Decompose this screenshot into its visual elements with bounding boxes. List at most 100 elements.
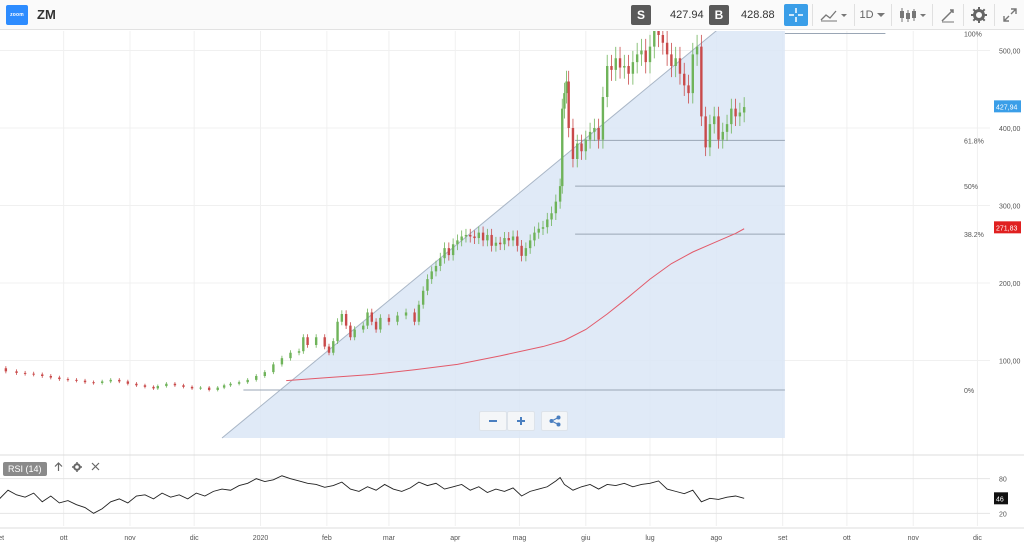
- buy-price: 428.88: [741, 9, 775, 21]
- arrow-up-icon: [54, 462, 63, 471]
- candle: [687, 85, 690, 94]
- rsi-close-button[interactable]: [91, 462, 100, 476]
- candle: [635, 54, 639, 63]
- zoom-out-button[interactable]: [479, 411, 507, 431]
- candle: [730, 108, 733, 125]
- trend-line: [221, 31, 717, 439]
- candle: [15, 371, 18, 373]
- rsi-indicator-label[interactable]: RSI (14): [3, 462, 47, 476]
- candle: [524, 248, 528, 256]
- candle: [323, 337, 326, 347]
- fibonacci-area: [222, 31, 785, 438]
- candle: [199, 387, 202, 389]
- crosshair-icon: [789, 8, 803, 22]
- sell-button[interactable]: S: [631, 5, 651, 25]
- candle: [413, 312, 416, 322]
- candle: [434, 265, 438, 272]
- candle: [306, 337, 309, 345]
- candle: [623, 66, 626, 68]
- zoom-in-button[interactable]: [507, 411, 535, 431]
- interval-button[interactable]: 1D: [859, 4, 885, 26]
- zoom-logo: zoom: [6, 5, 28, 25]
- candle: [464, 234, 468, 237]
- candle: [272, 364, 275, 373]
- candle: [109, 379, 112, 382]
- plus-icon: [517, 417, 525, 425]
- candle: [725, 124, 729, 132]
- candle: [237, 382, 241, 384]
- x-axis-tick-label: nov: [124, 535, 136, 542]
- candle: [541, 227, 545, 229]
- candle: [143, 385, 147, 387]
- candle: [721, 131, 724, 140]
- candle: [550, 213, 553, 220]
- candle: [447, 248, 451, 256]
- fibonacci-level-label: 100%: [964, 31, 982, 38]
- candle: [23, 372, 27, 374]
- candle: [565, 81, 568, 94]
- candle: [695, 46, 699, 55]
- x-axis-tick-label: mag: [513, 535, 527, 542]
- draw-icon: [941, 9, 954, 23]
- draw-button[interactable]: [937, 4, 959, 26]
- candle: [387, 317, 391, 322]
- candles-button[interactable]: [897, 4, 929, 26]
- candle: [118, 379, 121, 382]
- x-axis-tick-label: set: [778, 535, 787, 542]
- candle: [344, 314, 348, 326]
- x-axis-tick-label: giu: [581, 535, 590, 542]
- candle: [182, 385, 185, 387]
- x-axis-tick-label: ott: [60, 535, 68, 542]
- candle: [631, 62, 635, 74]
- candle: [661, 35, 665, 43]
- candle: [336, 321, 339, 342]
- rsi-tick-label: 20: [999, 511, 1007, 518]
- crosshair-button[interactable]: [784, 4, 808, 26]
- candle: [340, 314, 344, 322]
- candle: [75, 379, 78, 381]
- candle: [738, 112, 742, 117]
- candle: [742, 107, 746, 113]
- candle: [481, 232, 485, 241]
- candle: [567, 81, 570, 128]
- candle: [366, 312, 369, 326]
- chart-type-button[interactable]: [818, 4, 850, 26]
- x-axis-tick-label: apr: [450, 535, 461, 542]
- candle: [640, 50, 643, 55]
- candle: [601, 97, 605, 140]
- y-axis-tick-label: 400,00: [999, 126, 1021, 133]
- candle: [222, 385, 226, 388]
- price-chart[interactable]: 100% 61.8% 50% 38.2% 0% 500,00 400,00 300,00 200…: [0, 31, 1024, 558]
- last-price-label: 427,94: [996, 104, 1018, 111]
- y-axis-tick-label: 100,00: [999, 359, 1021, 366]
- candle: [353, 329, 356, 338]
- x-axis-tick-label: dic: [190, 535, 199, 542]
- gear-icon: [971, 7, 987, 23]
- x-axis-tick-label: lug: [645, 535, 654, 542]
- rsi-value-badge: [994, 492, 1008, 505]
- settings-button[interactable]: [968, 4, 990, 26]
- candle: [734, 108, 737, 117]
- candle: [314, 337, 318, 345]
- candle: [683, 73, 686, 86]
- share-button[interactable]: [541, 411, 568, 431]
- candle: [665, 42, 669, 55]
- rsi-move-up-button[interactable]: [54, 462, 63, 477]
- minus-icon: [489, 420, 497, 422]
- chart-toolbar: zoom ZM S 427.94 B 428.88 1D: [0, 0, 1024, 30]
- rsi-settings-button[interactable]: [72, 462, 82, 477]
- candle: [713, 116, 716, 125]
- instrument-symbol: ZM: [37, 7, 56, 22]
- fibonacci-level-label: 0%: [964, 388, 974, 395]
- candle: [32, 373, 35, 375]
- moving-average-line: [286, 228, 745, 382]
- candle: [263, 372, 266, 376]
- candle: [439, 258, 442, 266]
- line-chart-icon: [820, 10, 847, 22]
- fullscreen-button[interactable]: [999, 4, 1021, 26]
- candle: [216, 387, 219, 390]
- candle: [280, 358, 284, 365]
- candle: [610, 66, 613, 70]
- candle: [332, 341, 335, 353]
- buy-button[interactable]: B: [709, 5, 729, 25]
